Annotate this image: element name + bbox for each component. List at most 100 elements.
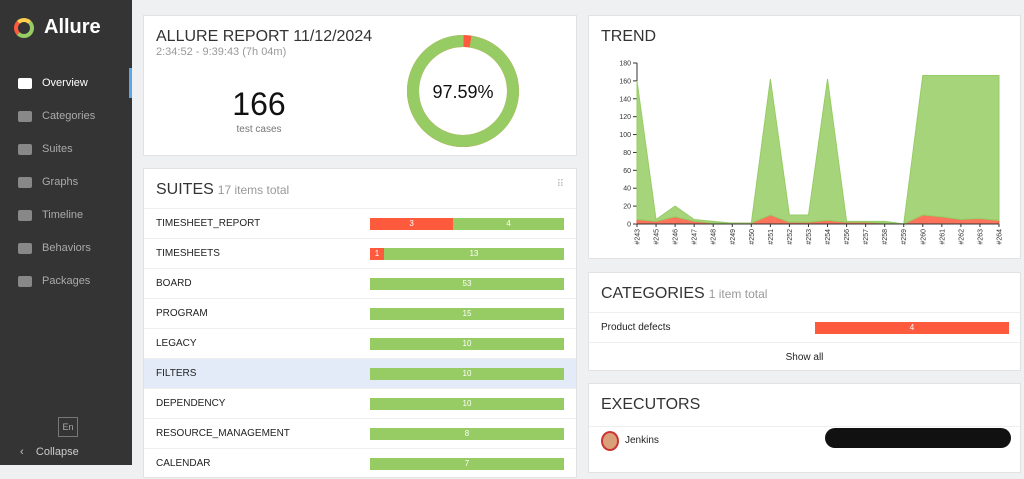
- brand-name: Allure: [44, 16, 101, 38]
- x-tick-label: #252: [787, 229, 794, 245]
- executor-name: Jenkins: [625, 435, 659, 446]
- bar-passed: 10: [370, 398, 564, 410]
- nav-icon: [18, 275, 32, 287]
- row[interactable]: TIMESHEETS 1 13: [144, 238, 576, 269]
- show-all[interactable]: Show all: [589, 342, 1020, 373]
- row-name: TIMESHEET_REPORT: [156, 218, 261, 229]
- x-tick-label: #250: [749, 229, 756, 245]
- row-name: PROGRAM: [156, 308, 208, 319]
- bar-passed: 7: [370, 458, 564, 470]
- executor-row: Jenkins: [589, 426, 1020, 457]
- nav-icon: [18, 176, 32, 188]
- bar-passed: 15: [370, 308, 564, 320]
- x-tick-label: #258: [882, 229, 889, 245]
- row-name: TIMESHEETS: [156, 248, 220, 259]
- categories-title: CATEGORIES 1 item total: [601, 285, 767, 303]
- nav-item[interactable]: Packages: [0, 266, 132, 296]
- status-bar: 10: [370, 338, 564, 350]
- bar-passed: 10: [370, 368, 564, 380]
- nav-item[interactable]: Categories: [0, 101, 132, 131]
- trend-title: TREND: [601, 28, 657, 45]
- row[interactable]: DEPENDENCY 10: [144, 388, 576, 419]
- status-bar: 4: [815, 322, 1009, 334]
- row-name: Product defects: [601, 322, 671, 333]
- x-tick-label: #254: [825, 229, 832, 245]
- x-tick-label: #260: [920, 229, 927, 245]
- nav-item[interactable]: Timeline: [0, 200, 132, 230]
- status-bar: 15: [370, 308, 564, 320]
- row[interactable]: TIMESHEET_REPORT 3 4: [144, 208, 576, 239]
- collapse[interactable]: ‹ Collapse: [20, 446, 79, 458]
- x-tick-label: #261: [939, 229, 946, 245]
- row[interactable]: CALENDAR 7: [144, 448, 576, 479]
- y-tick-label: 20: [623, 204, 631, 211]
- categories-subtitle: 1 item total: [708, 287, 768, 301]
- row-name: RESOURCE_MANAGEMENT: [156, 428, 290, 439]
- x-tick-label: #247: [692, 229, 699, 245]
- nav-item[interactable]: Graphs: [0, 167, 132, 197]
- y-tick-label: 80: [623, 150, 631, 157]
- status-bar: 10: [370, 368, 564, 380]
- nav-icon: [18, 143, 32, 155]
- row[interactable]: LEGACY 10: [144, 328, 576, 359]
- redaction: [825, 428, 1011, 448]
- collapse-label: Collapse: [35, 446, 79, 458]
- y-tick-label: 40: [623, 186, 631, 193]
- y-tick-label: 160: [619, 78, 631, 85]
- row-name: CALENDAR: [156, 458, 211, 469]
- y-tick-label: 60: [623, 168, 631, 175]
- nav-item[interactable]: Behaviors: [0, 233, 132, 263]
- x-tick-label: #246: [673, 229, 680, 245]
- test-count-label: test cases: [236, 124, 282, 135]
- x-tick-label: #263: [977, 229, 984, 245]
- nav-item[interactable]: Overview: [0, 68, 132, 98]
- x-tick-label: #257: [863, 229, 870, 245]
- bar-passed: 13: [383, 248, 564, 260]
- row-name: LEGACY: [156, 338, 197, 349]
- x-tick-label: #248: [711, 229, 718, 245]
- nav-label: Behaviors: [42, 242, 91, 254]
- y-tick-label: 100: [619, 132, 631, 139]
- language[interactable]: En: [58, 417, 78, 437]
- logo: [14, 17, 34, 38]
- nav-label: Overview: [42, 77, 88, 89]
- executor-avatar: [601, 431, 619, 451]
- nav-icon: [18, 209, 32, 221]
- bar-passed: 10: [370, 338, 564, 350]
- row[interactable]: PROGRAM 15: [144, 298, 576, 329]
- y-tick-label: 0: [627, 222, 631, 229]
- show-all-label: Show all: [785, 352, 824, 363]
- nav-label: Graphs: [42, 176, 79, 188]
- status-bar: 1 13: [370, 248, 564, 260]
- row[interactable]: BOARD 53: [144, 268, 576, 299]
- row[interactable]: RESOURCE_MANAGEMENT 8: [144, 418, 576, 449]
- y-tick-label: 140: [619, 96, 631, 103]
- bar-passed: 8: [370, 428, 564, 440]
- executors-title: EXECUTORS: [601, 396, 701, 413]
- nav-icon: [18, 110, 32, 122]
- nav-icon: [18, 242, 32, 254]
- row-name: BOARD: [156, 278, 192, 289]
- categories-heading: CATEGORIES: [601, 285, 705, 302]
- x-tick-label: #256: [844, 229, 851, 245]
- nav-label: Categories: [42, 110, 96, 122]
- row[interactable]: FILTERS 10: [144, 358, 576, 389]
- trend-chart: 0 20 40 60 80 100 120 140 160 180 #243 #245 #246 #247…: [619, 61, 1003, 245]
- suites-card: SUITES 17 items total ⠿ TIMESHEET_REPORT 3…: [143, 168, 577, 478]
- row[interactable]: Product defects 4: [589, 312, 1020, 343]
- nav-label: Packages: [42, 275, 91, 287]
- summary-card: ALLURE REPORT 11/12/2024 2:34:52 - 9:39:…: [143, 15, 577, 156]
- drag-handle[interactable]: ⠿: [556, 179, 564, 190]
- y-tick-label: 120: [619, 114, 631, 121]
- nav-item[interactable]: Suites: [0, 134, 132, 164]
- donut: 97.59%: [407, 35, 519, 147]
- donut-label: 97.59%: [432, 82, 493, 102]
- trend-card: TREND 0 20 40 60 80 100 120 140 160 180 #243 #245 #2…: [588, 15, 1021, 259]
- categories-card: CATEGORIES 1 item total Show all Product …: [588, 272, 1021, 371]
- brand[interactable]: Allure: [14, 16, 101, 39]
- sidebar: Allure Overview Categories Suites Graphs Tim…: [0, 0, 132, 465]
- suites-heading: SUITES: [156, 181, 214, 198]
- suites-title: SUITES 17 items total: [156, 181, 289, 199]
